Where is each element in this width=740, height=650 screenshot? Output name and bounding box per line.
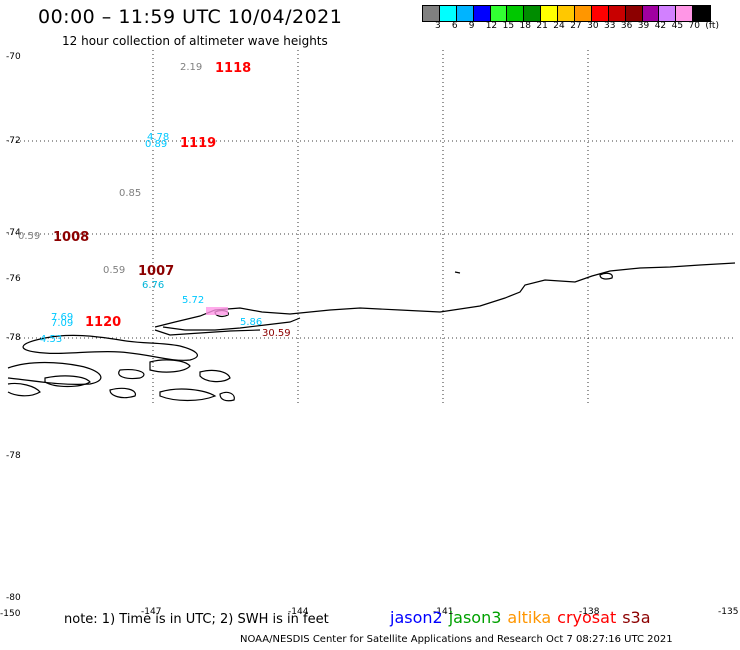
colorbar-swatch bbox=[423, 6, 440, 21]
swh-point: 0.59 bbox=[18, 231, 41, 242]
lat-label: -78 bbox=[6, 451, 21, 461]
lon-label: -144 bbox=[288, 607, 309, 617]
satellite-legend-item: s3a bbox=[622, 608, 651, 627]
colorbar-label: 45 bbox=[671, 21, 684, 31]
colorbar-swatch bbox=[456, 6, 474, 21]
swh-colorbar bbox=[422, 5, 712, 22]
lat-label: -70 bbox=[6, 52, 21, 62]
lat-label: -76 bbox=[6, 274, 21, 284]
colorbar-label: (ft) bbox=[705, 21, 719, 31]
colorbar-label: 36 bbox=[620, 21, 633, 31]
satellite-legend-item: jason2 bbox=[390, 608, 443, 627]
swh-point: 4.53 bbox=[40, 334, 63, 345]
colorbar-label: 18 bbox=[519, 21, 531, 31]
swh-point: 7.09 bbox=[51, 318, 74, 329]
lon-label: -150 bbox=[0, 609, 21, 619]
colorbar-swatch bbox=[642, 6, 660, 21]
pass-id: 1120 bbox=[85, 315, 122, 330]
satellite-legend-item: cryosat bbox=[557, 608, 617, 627]
colorbar-swatch bbox=[676, 6, 694, 21]
swh-point: 5.86 bbox=[240, 317, 263, 328]
lon-label: -147 bbox=[141, 607, 162, 617]
satellite-legend-item: altika bbox=[507, 608, 552, 627]
satellite-legend-item: jason3 bbox=[448, 608, 502, 627]
colorbar-swatch bbox=[625, 6, 643, 21]
pass-id: 1008 bbox=[53, 230, 90, 245]
colorbar-label: 9 bbox=[468, 21, 475, 31]
colorbar-labels: 3 6 9 12 15 18 21 24 27 30 33 36 39 42 45 70 (ft) bbox=[422, 21, 740, 33]
lat-label: -78 bbox=[6, 333, 21, 343]
map-title: 00:00 – 11:59 UTC 10/04/2021 bbox=[38, 6, 343, 28]
swh-point: 2.19 bbox=[180, 62, 203, 73]
swh-point: 4.78 bbox=[147, 132, 170, 143]
lat-label: -72 bbox=[6, 136, 21, 146]
swh-point: 0.89 bbox=[145, 139, 168, 150]
colorbar-label: 6 bbox=[451, 21, 458, 31]
swh-point: 0.85 bbox=[119, 188, 142, 199]
swh-marker-pink bbox=[206, 307, 228, 315]
lon-label: -135 bbox=[718, 607, 739, 617]
lon-label: -138 bbox=[579, 607, 600, 617]
colorbar-label: 70 bbox=[688, 21, 700, 31]
colorbar-swatch bbox=[693, 6, 711, 21]
coastline bbox=[7, 262, 736, 402]
swh-point: 0.59 bbox=[103, 265, 126, 276]
swh-point: 6.76 bbox=[142, 280, 165, 291]
swh-point: 5.72 bbox=[182, 295, 205, 306]
swh-point: 7.69 bbox=[51, 312, 74, 323]
colorbar-swatch bbox=[575, 6, 592, 21]
colorbar-label: 15 bbox=[502, 21, 515, 31]
map-subtitle: 12 hour collection of altimeter wave hei… bbox=[62, 34, 328, 48]
colorbar-label: 3 bbox=[435, 21, 441, 31]
colorbar-label: 24 bbox=[553, 21, 565, 31]
colorbar-swatch bbox=[591, 6, 609, 21]
colorbar-swatch bbox=[490, 6, 508, 21]
pass-id: 1007 bbox=[138, 264, 175, 279]
colorbar-label: 33 bbox=[604, 21, 616, 31]
satellite-legend: jason2 jason3 altika cryosat s3a bbox=[390, 608, 657, 627]
colorbar-swatch bbox=[439, 6, 457, 21]
swh-point: 30.59 bbox=[262, 328, 291, 339]
colorbar-label: 21 bbox=[536, 21, 548, 31]
colorbar-swatch bbox=[473, 6, 491, 21]
colorbar-swatch bbox=[608, 6, 626, 21]
colorbar-label: 39 bbox=[637, 21, 650, 31]
lat-label: -80 bbox=[6, 593, 21, 603]
colorbar-swatch bbox=[659, 6, 677, 21]
note-text: note: 1) Time is in UTC; 2) SWH is in fe… bbox=[64, 612, 329, 627]
colorbar-label: 42 bbox=[654, 21, 667, 31]
footer-credit: NOAA/NESDIS Center for Satellite Applica… bbox=[240, 634, 673, 645]
lon-label: -141 bbox=[433, 607, 454, 617]
colorbar-swatch bbox=[524, 6, 542, 21]
colorbar-swatch bbox=[507, 6, 525, 21]
colorbar-swatch bbox=[541, 6, 559, 21]
colorbar-label: 30 bbox=[587, 21, 599, 31]
colorbar-label: 12 bbox=[485, 21, 498, 31]
lat-label: -74 bbox=[6, 228, 21, 238]
pass-id: 1118 bbox=[215, 61, 252, 76]
pass-id: 1119 bbox=[180, 136, 217, 151]
colorbar-swatch bbox=[558, 6, 576, 21]
colorbar-label: 27 bbox=[570, 21, 582, 31]
